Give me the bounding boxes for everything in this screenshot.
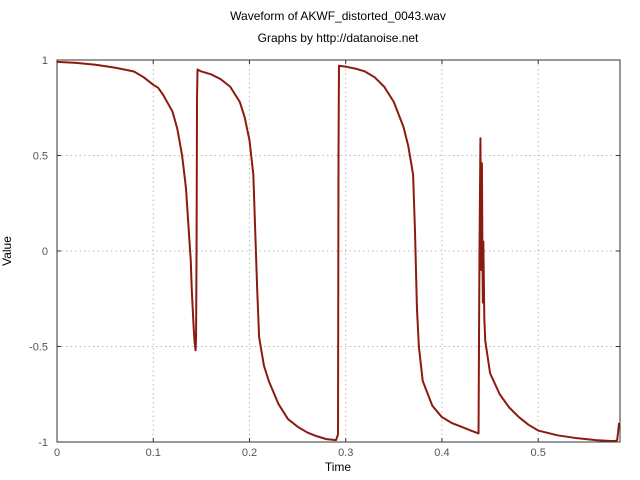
x-tick-label: 0 <box>54 447 60 459</box>
y-axis-label: Value <box>0 236 14 266</box>
x-tick-label: 0.3 <box>338 447 353 459</box>
series-layer <box>56 60 621 443</box>
x-tick-label: 0.2 <box>242 447 257 459</box>
chart-subtitle: Graphs by http://datanoise.net <box>258 31 419 45</box>
x-tick-label: 0.4 <box>434 447 449 459</box>
y-tick-label: 0.5 <box>33 151 48 163</box>
x-tick-labels: 0 0.1 0.2 0.3 0.4 0.5 <box>54 447 546 459</box>
x-tick-label: 0.1 <box>146 447 161 459</box>
y-tick-label: -1 <box>38 437 48 449</box>
y-tick-label: 0 <box>42 246 48 258</box>
y-tick-label: 1 <box>42 55 48 67</box>
chart-title: Waveform of AKWF_distorted_0043.wav <box>230 9 446 23</box>
y-tick-label: -0.5 <box>29 342 48 354</box>
x-tick-label: 0.5 <box>531 447 546 459</box>
waveform-line <box>56 60 621 443</box>
tick-marks <box>56 59 620 443</box>
y-tick-labels: 1 0.5 0 -0.5 -1 <box>29 55 48 449</box>
x-axis-label: Time <box>325 460 352 474</box>
